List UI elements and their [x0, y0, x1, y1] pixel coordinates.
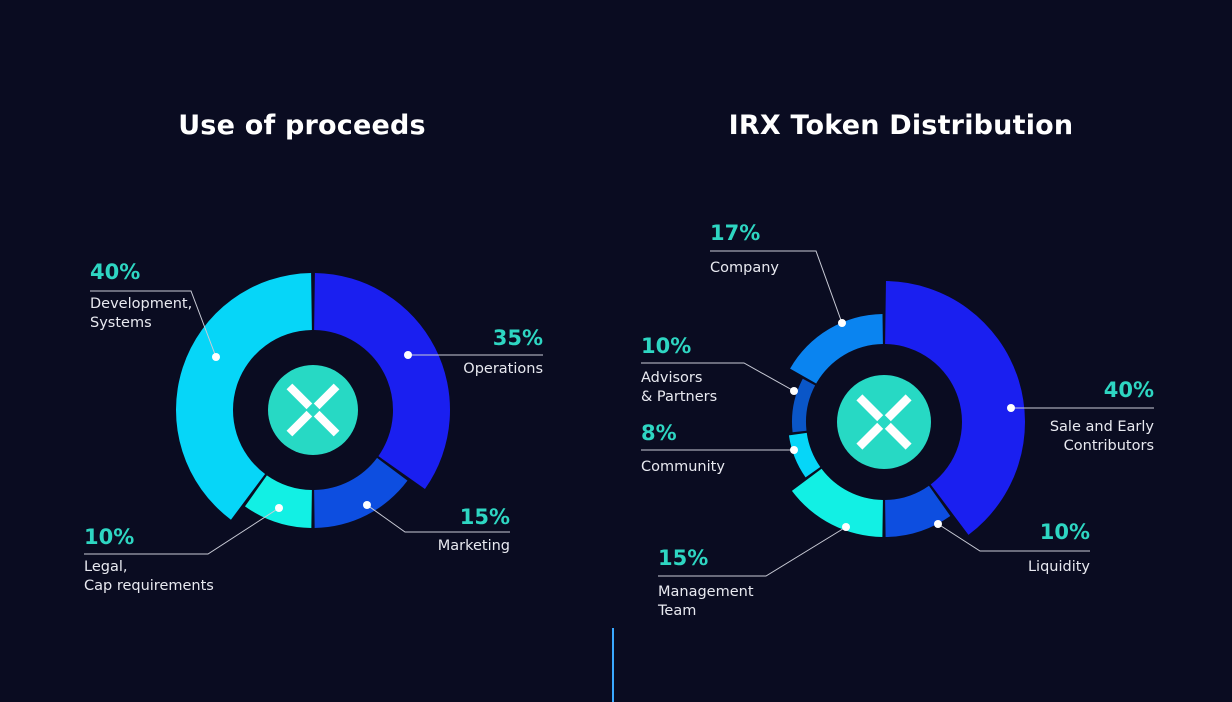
leader-line	[84, 507, 280, 555]
leader-line	[90, 290, 217, 358]
pie-slice	[885, 485, 951, 537]
leader-dot	[363, 501, 371, 509]
data-label-percent: 10%	[641, 334, 691, 358]
data-label-category: Marketing	[438, 538, 510, 554]
pie-slice	[791, 468, 883, 537]
pie-slice	[788, 432, 821, 478]
data-label-category: Team	[657, 603, 696, 619]
data-label-category: Legal,	[84, 559, 127, 575]
donut-chart: 35% Operations 15% Marketing 10% Legal, Cap re…	[84, 260, 543, 594]
leader-dot	[838, 319, 846, 327]
logo-notch	[305, 402, 321, 418]
leader-dot	[790, 446, 798, 454]
leader-line	[937, 523, 1090, 552]
data-label-percent: 10%	[84, 525, 134, 549]
data-label-category: Development,	[90, 296, 192, 312]
leader-dot	[212, 353, 220, 361]
data-label-category: Management	[658, 584, 754, 600]
pie-slice	[790, 314, 883, 384]
logo-notch	[876, 414, 892, 430]
x-logo-icon	[268, 365, 358, 455]
data-label-category: Advisors	[641, 370, 702, 386]
data-label-percent: 8%	[641, 421, 677, 445]
data-label-category: Operations	[463, 361, 543, 377]
data-label-percent: 40%	[1104, 378, 1154, 402]
data-label-category: Community	[641, 459, 725, 475]
data-label-percent: 40%	[90, 260, 140, 284]
pie-slice	[314, 273, 450, 489]
donut-chart: 40% Sale and Early Contributors 10% Liquidit…	[641, 221, 1155, 619]
pie-slice	[176, 273, 312, 520]
data-label-percent: 10%	[1040, 520, 1090, 544]
data-label-category: Company	[710, 260, 779, 276]
data-label-percent: 15%	[658, 546, 708, 570]
chart-panel-use-of-proceeds: Use of proceeds 35% Operations 15% Marketin…	[84, 110, 543, 594]
chart-title: Use of proceeds	[178, 110, 426, 141]
leader-line	[366, 504, 510, 533]
leader-line	[710, 250, 843, 324]
leader-dot	[842, 523, 850, 531]
pie-slice	[244, 475, 312, 528]
data-label-percent: 35%	[493, 326, 543, 350]
data-label-category: Contributors	[1064, 438, 1154, 454]
leader-dot	[934, 520, 942, 528]
leader-dot	[404, 351, 412, 359]
pie-slice	[885, 281, 1025, 535]
chart-panel-irx-token-distribution: IRX Token Distribution 40% Sale and Early…	[616, 0, 1232, 702]
data-label-category: Liquidity	[1028, 559, 1090, 575]
leader-dot	[275, 504, 283, 512]
pie-slice	[314, 457, 408, 528]
data-label-percent: 17%	[710, 221, 760, 245]
leader-dot	[790, 387, 798, 395]
chart-title: IRX Token Distribution	[728, 110, 1074, 141]
divider-line	[612, 628, 614, 702]
leader-line	[658, 526, 847, 577]
leader-dot	[1007, 404, 1015, 412]
data-label-category: & Partners	[641, 389, 717, 405]
data-label-category: Cap requirements	[84, 578, 214, 594]
leader-line	[641, 362, 795, 392]
x-logo-icon	[837, 375, 931, 469]
pie-slice	[792, 378, 816, 433]
data-label-percent: 15%	[460, 505, 510, 529]
data-label-category: Systems	[90, 315, 152, 331]
data-label-category: Sale and Early	[1050, 419, 1155, 435]
